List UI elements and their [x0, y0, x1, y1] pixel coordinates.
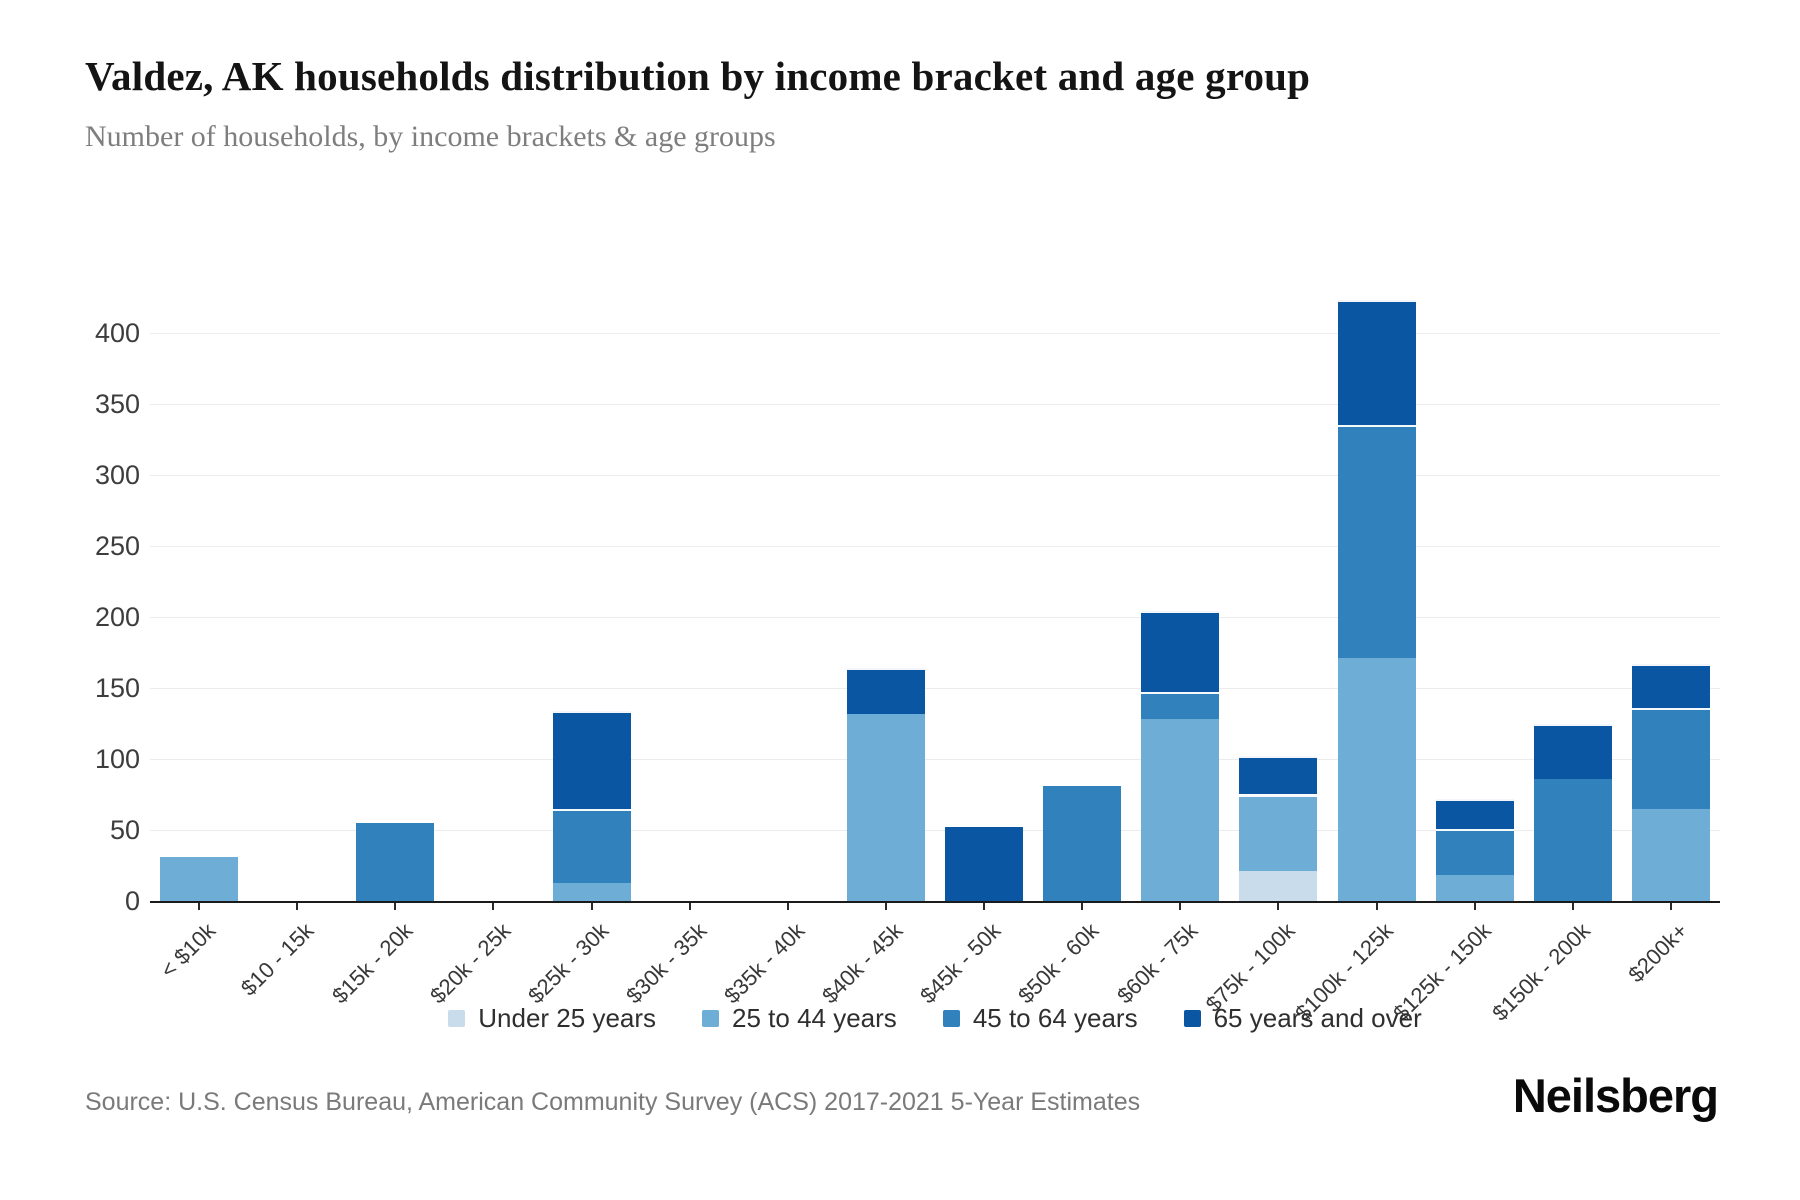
bar-segment	[1435, 875, 1514, 901]
x-axis-category-label: $40k - 45k	[817, 918, 908, 1009]
x-axis-tick	[1669, 903, 1672, 910]
x-axis-tick	[296, 903, 299, 910]
source-note: Source: U.S. Census Bureau, American Com…	[85, 1088, 1141, 1116]
x-axis-tick	[590, 903, 593, 910]
legend-swatch-icon	[1183, 1010, 1201, 1027]
x-axis-category-label: $35k - 40k	[719, 918, 810, 1009]
legend-label: 65 years and over	[1213, 1003, 1422, 1033]
x-axis-category-label: $45k - 50k	[915, 918, 1006, 1009]
x-axis-category-label: $60k - 75k	[1111, 918, 1202, 1009]
y-axis-tick-label: 400	[94, 318, 140, 348]
bar-segment	[1239, 794, 1318, 872]
gridline-150	[150, 688, 1720, 689]
legend-label: Under 25 years	[478, 1003, 657, 1033]
gridline-250	[150, 546, 1720, 547]
x-axis-tick	[1081, 903, 1084, 910]
bar-segment	[945, 827, 1024, 901]
bar-segment	[552, 882, 631, 901]
legend-swatch-icon	[942, 1010, 960, 1027]
bar-segment	[356, 822, 435, 901]
bar-segment	[1631, 808, 1710, 901]
y-axis-tick-label: 0	[124, 886, 140, 916]
legend-item-45-to-64-years[interactable]: 45 to 64 years	[942, 1003, 1138, 1034]
x-axis-tick	[492, 903, 495, 910]
gridline-200	[150, 617, 1720, 618]
bar-segment	[846, 668, 925, 714]
y-axis-tick-label: 300	[94, 460, 140, 490]
x-axis-tick	[1277, 903, 1280, 910]
bar-segment	[552, 808, 631, 883]
gridline-350	[150, 404, 1720, 405]
legend-item-25-to-44-years[interactable]: 25 to 44 years	[702, 1003, 897, 1034]
x-axis-category-label: $20k - 25k	[424, 918, 516, 1009]
x-axis-tick	[198, 903, 201, 910]
x-axis-tick	[1375, 903, 1378, 910]
x-axis-tick	[1179, 903, 1182, 910]
x-axis-tick	[1571, 903, 1574, 910]
bar-segment	[552, 710, 631, 809]
x-axis-category-label: $200k+	[1623, 918, 1693, 988]
bar-segment	[160, 856, 239, 901]
x-axis-tick	[1473, 903, 1476, 910]
bar-segment	[1631, 663, 1710, 708]
y-axis-tick-label: 100	[94, 744, 140, 774]
legend-label: 45 to 64 years	[972, 1003, 1138, 1033]
x-axis-tick	[394, 903, 397, 910]
legend-item-65-years-and-over[interactable]: 65 years and over	[1183, 1003, 1422, 1034]
x-axis-tick	[688, 903, 691, 910]
bar-segment	[1337, 425, 1416, 659]
y-axis-tick-label: 250	[94, 531, 140, 561]
legend: Under 25 years 25 to 44 years 45 to 64 yea…	[150, 1003, 1720, 1034]
bar-segment	[1631, 707, 1710, 809]
chart-title: Valdez, AK households distribution by in…	[85, 53, 1311, 99]
x-axis-tick	[983, 903, 986, 910]
gridline-100	[150, 759, 1720, 760]
legend-swatch-icon	[702, 1010, 720, 1027]
chart-subtitle: Number of households, by income brackets…	[85, 120, 776, 153]
x-axis-category-label: $30k - 35k	[621, 918, 712, 1009]
bar-segment	[846, 713, 925, 901]
y-axis-tick-label: 350	[94, 389, 140, 419]
bar-segment	[1239, 756, 1318, 795]
gridline-50	[150, 830, 1720, 831]
legend-swatch-icon	[448, 1010, 466, 1027]
bar-segment	[1239, 871, 1318, 901]
y-axis-tick-label: 50	[109, 815, 140, 845]
x-axis-tick	[884, 903, 887, 910]
y-axis-tick-label: 150	[94, 673, 140, 703]
legend-label: 25 to 44 years	[732, 1003, 897, 1033]
gridline-300	[150, 475, 1720, 476]
bar-segment	[1043, 785, 1122, 901]
bar-segment	[1533, 723, 1612, 779]
bar-segment	[1337, 300, 1416, 426]
bar-segment	[1533, 778, 1612, 901]
y-axis-tick-label: 200	[94, 602, 140, 632]
x-axis-category-label: < $10k	[155, 918, 221, 983]
x-axis-category-label: $15k - 20k	[326, 918, 417, 1009]
x-axis-line	[150, 901, 1720, 903]
bar-segment	[1141, 611, 1220, 693]
x-axis-category-label: $25k - 30k	[522, 918, 614, 1009]
x-axis-tick	[786, 903, 789, 910]
neilsberg-logo: Neilsberg	[1512, 1069, 1719, 1122]
bar-segment	[1141, 692, 1220, 720]
bar-segment	[1435, 828, 1514, 876]
x-axis-category-label: $50k - 60k	[1013, 918, 1104, 1009]
bar-segment	[1435, 798, 1514, 829]
bar-segment	[1337, 658, 1416, 901]
x-axis-category-label: $10 - 15k	[236, 918, 319, 1001]
bar-segment	[1141, 719, 1220, 901]
legend-item-under-25-years[interactable]: Under 25 years	[448, 1003, 656, 1034]
gridline-400	[150, 333, 1720, 334]
